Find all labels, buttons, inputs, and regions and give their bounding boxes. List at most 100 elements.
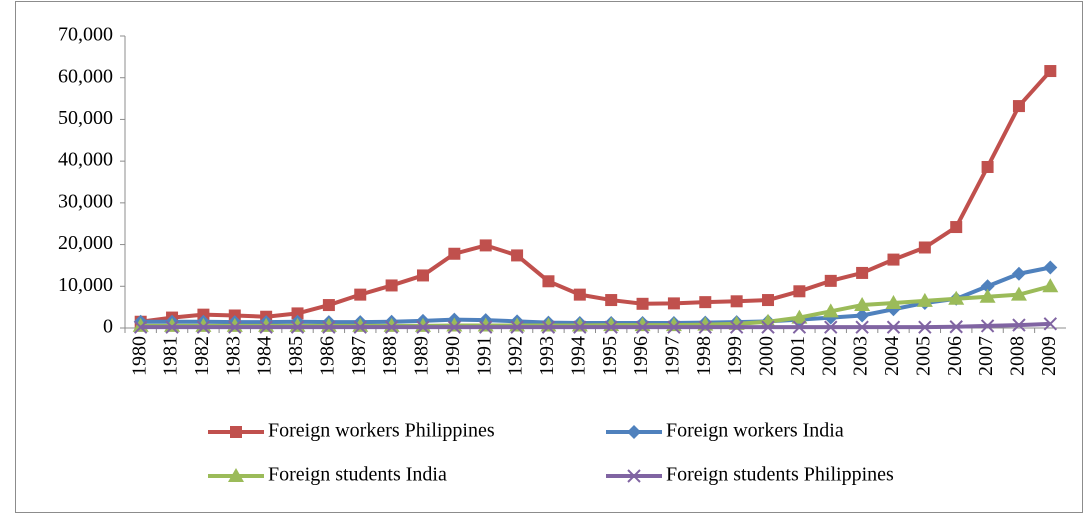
- data-point: [949, 320, 963, 334]
- data-point: [605, 294, 618, 307]
- data-point: [1044, 65, 1057, 78]
- data-point: [1011, 266, 1026, 281]
- x-tick-label: 2008: [1007, 336, 1029, 376]
- x-tick-label: 1993: [536, 336, 558, 376]
- y-tick-label: 60,000: [58, 65, 113, 87]
- x-tick-label: 1995: [599, 336, 621, 376]
- data-point: [981, 160, 994, 173]
- data-point: [1043, 317, 1058, 331]
- data-point: [448, 247, 461, 260]
- y-tick-label: 20,000: [58, 232, 113, 254]
- data-point: [384, 320, 399, 334]
- x-tick-label: 1984: [254, 336, 276, 376]
- x-tick-label: 1986: [316, 336, 338, 376]
- data-point: [854, 297, 871, 312]
- x-tick-label: 2005: [912, 336, 934, 376]
- x-tick-label: 1987: [348, 336, 370, 376]
- x-tick-label: 1998: [693, 336, 715, 376]
- legend-label: Foreign students India: [268, 464, 447, 486]
- data-point: [886, 320, 901, 334]
- data-point: [885, 294, 902, 309]
- data-point: [322, 320, 336, 334]
- x-tick-label: 1980: [128, 336, 150, 376]
- data-point: [1012, 318, 1026, 332]
- data-point: [918, 320, 932, 334]
- data-point: [762, 294, 775, 307]
- data-point: [573, 320, 587, 334]
- x-tick-label: 2003: [850, 336, 872, 376]
- data-point: [1042, 278, 1059, 293]
- data-point: [950, 221, 963, 234]
- legend-marker: [627, 425, 641, 439]
- series-line: [140, 321, 1051, 330]
- data-point: [228, 320, 242, 334]
- x-tick-label: 1991: [473, 336, 495, 376]
- x-tick-label: 1985: [285, 336, 307, 376]
- data-point: [793, 285, 806, 298]
- x-tick-label: 2002: [818, 336, 840, 376]
- x-tick-label: 1989: [411, 336, 433, 376]
- x-tick-label: 1997: [662, 336, 684, 376]
- data-point: [635, 320, 650, 334]
- x-tick-label: 2001: [787, 336, 809, 376]
- x-tick-label: 2007: [975, 336, 997, 376]
- data-point: [510, 320, 524, 334]
- data-point: [822, 303, 839, 318]
- data-point: [699, 296, 712, 309]
- x-tick-label: 1994: [567, 336, 589, 376]
- data-point: [353, 320, 367, 334]
- x-tick-label: 1982: [191, 336, 213, 376]
- data-point: [197, 308, 210, 321]
- data-point: [916, 292, 933, 307]
- x-tick-label: 1981: [160, 336, 182, 376]
- x-tick-label: 1992: [505, 336, 527, 376]
- data-point: [636, 297, 649, 310]
- y-tick-label: 40,000: [58, 149, 113, 171]
- data-point: [447, 320, 462, 334]
- data-point: [604, 320, 618, 334]
- data-point: [980, 279, 995, 294]
- x-tick-label: 2004: [881, 336, 903, 376]
- data-point: [824, 320, 838, 334]
- y-tick-label: 50,000: [58, 107, 113, 129]
- data-point: [542, 275, 555, 288]
- legend-label: Foreign students Philippines: [666, 464, 894, 486]
- data-point: [698, 320, 712, 334]
- x-tick-label: 2000: [756, 336, 778, 376]
- data-point: [824, 274, 837, 287]
- data-point: [196, 320, 211, 334]
- data-point: [792, 320, 807, 334]
- data-point: [730, 295, 743, 308]
- y-tick-label: 0: [103, 316, 113, 338]
- legend-marker: [627, 469, 641, 483]
- data-point: [541, 320, 556, 334]
- chart-border: [15, 1, 1083, 513]
- data-point: [948, 290, 965, 305]
- data-point: [667, 297, 680, 310]
- data-point: [855, 320, 869, 334]
- data-point: [918, 241, 931, 254]
- data-point: [980, 319, 995, 333]
- legend-marker: [230, 426, 242, 438]
- legend-marker: [228, 468, 244, 482]
- y-tick-label: 70,000: [58, 24, 113, 46]
- data-point: [165, 320, 179, 334]
- data-point: [761, 320, 775, 334]
- data-point: [416, 320, 430, 334]
- data-point: [729, 320, 744, 334]
- series-line: [140, 69, 1052, 324]
- x-tick-label: 1996: [630, 336, 652, 376]
- data-point: [385, 279, 398, 292]
- data-point: [887, 253, 900, 266]
- data-point: [855, 308, 870, 323]
- data-point: [479, 320, 493, 334]
- x-tick-label: 1983: [222, 336, 244, 376]
- data-point: [354, 288, 367, 301]
- data-point: [1012, 100, 1025, 113]
- data-point: [133, 320, 148, 334]
- data-point: [290, 320, 305, 334]
- y-tick-label: 10,000: [58, 274, 113, 296]
- y-tick-label: 30,000: [58, 190, 113, 212]
- data-point: [259, 320, 273, 334]
- x-tick-label: 1999: [724, 336, 746, 376]
